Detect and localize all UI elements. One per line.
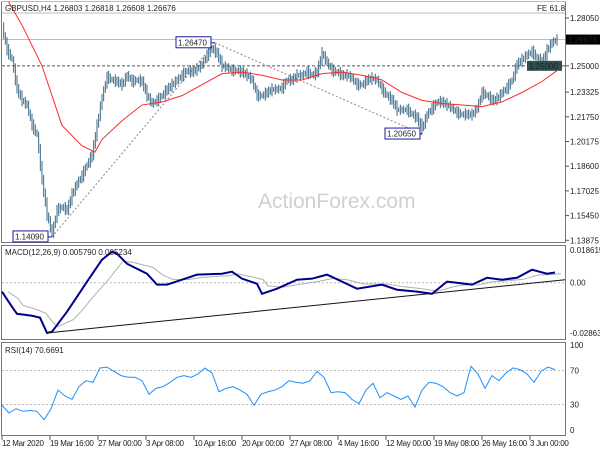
time-axis-label: 20 Apr 00:00 (242, 439, 285, 448)
time-axis-label: 19 Mar 16:00 (50, 439, 94, 448)
rsi-plot (1, 365, 565, 421)
annotation-box (384, 127, 421, 140)
macd-line (1, 250, 556, 335)
level-price-label: 1.25000 (529, 62, 558, 71)
main-panel-frame (1, 1, 566, 243)
price-axis-label: 1.15450 (570, 212, 599, 221)
axes: 1.28050 1.25000 1.23325 1.21750 1.20175 1.186… (1, 14, 600, 448)
level-price-badge (527, 60, 562, 71)
rsi-line (1, 365, 556, 421)
rsi-panel-frame (1, 342, 566, 436)
price-axis-label: 1.13875 (570, 236, 599, 245)
rsi-axis-label: 30 (570, 401, 579, 410)
annotation-box (175, 36, 212, 49)
macd-title: MACD(12,26,9) 0.005790 0.005234 (5, 248, 132, 257)
price-plot: 1.14090 1.26470 1.20650 (0, 0, 600, 243)
annotation-label: 1.26470 (178, 38, 207, 47)
watermark: ActionForex.com (258, 190, 416, 213)
macd-trendline (46, 279, 566, 334)
macd-axis-label: 0.00 (570, 279, 586, 288)
rsi-axis-label: 70 (570, 367, 579, 376)
price-axis-label: 1.17025 (570, 187, 599, 196)
symbol-info: GBPUSD,H4 1.26803 1.26818 1.26608 1.2667… (5, 4, 176, 13)
rsi-axis-label: 100 (570, 341, 584, 350)
price-axis-label: 1.25000 (570, 62, 599, 71)
fib-line-down (214, 42, 423, 135)
price-axis-label: 1.20175 (570, 138, 599, 147)
time-axis-label: 3 Apr 08:00 (146, 439, 184, 448)
time-axis-label: 27 Mar 00:00 (98, 439, 142, 448)
price-axis-label: 1.18600 (570, 162, 599, 171)
price-axis-label: 1.28050 (570, 14, 599, 23)
top-clip (0, 0, 600, 2)
rsi-axis-label: 0 (570, 426, 575, 435)
time-axis-label: 27 Apr 08:00 (290, 439, 333, 448)
annotation-label: 1.14090 (15, 232, 44, 241)
time-axis-label: 10 Apr 16:00 (194, 439, 237, 448)
annotation-label: 1.20650 (387, 130, 416, 139)
price-axis-label: 1.21750 (570, 113, 599, 122)
annotation-box (12, 230, 49, 243)
current-price-badge (566, 34, 600, 45)
macd-axis-label: 0.018615 (570, 246, 600, 255)
macd-signal-line (7, 260, 562, 328)
macd-panel-frame (1, 245, 566, 340)
time-axis-label: 3 Jun 00:00 (530, 439, 569, 448)
moving-average-line (6, 0, 558, 153)
rsi-title: RSI(14) 70.6691 (5, 346, 64, 355)
time-axis-label: 26 May 16:00 (482, 439, 528, 448)
current-price-label: 1.26676 (568, 36, 597, 45)
macd-plot (1, 250, 566, 335)
time-axis-label: 12 Mar 2020 (2, 439, 44, 448)
time-axis-label: 12 May 00:00 (386, 439, 432, 448)
price-axis-label: 1.23325 (570, 88, 599, 97)
fe-label: FE 61.8 (537, 4, 566, 13)
time-axis-label: 4 May 16:00 (338, 439, 380, 448)
time-axis-label: 19 May 08:00 (434, 439, 480, 448)
